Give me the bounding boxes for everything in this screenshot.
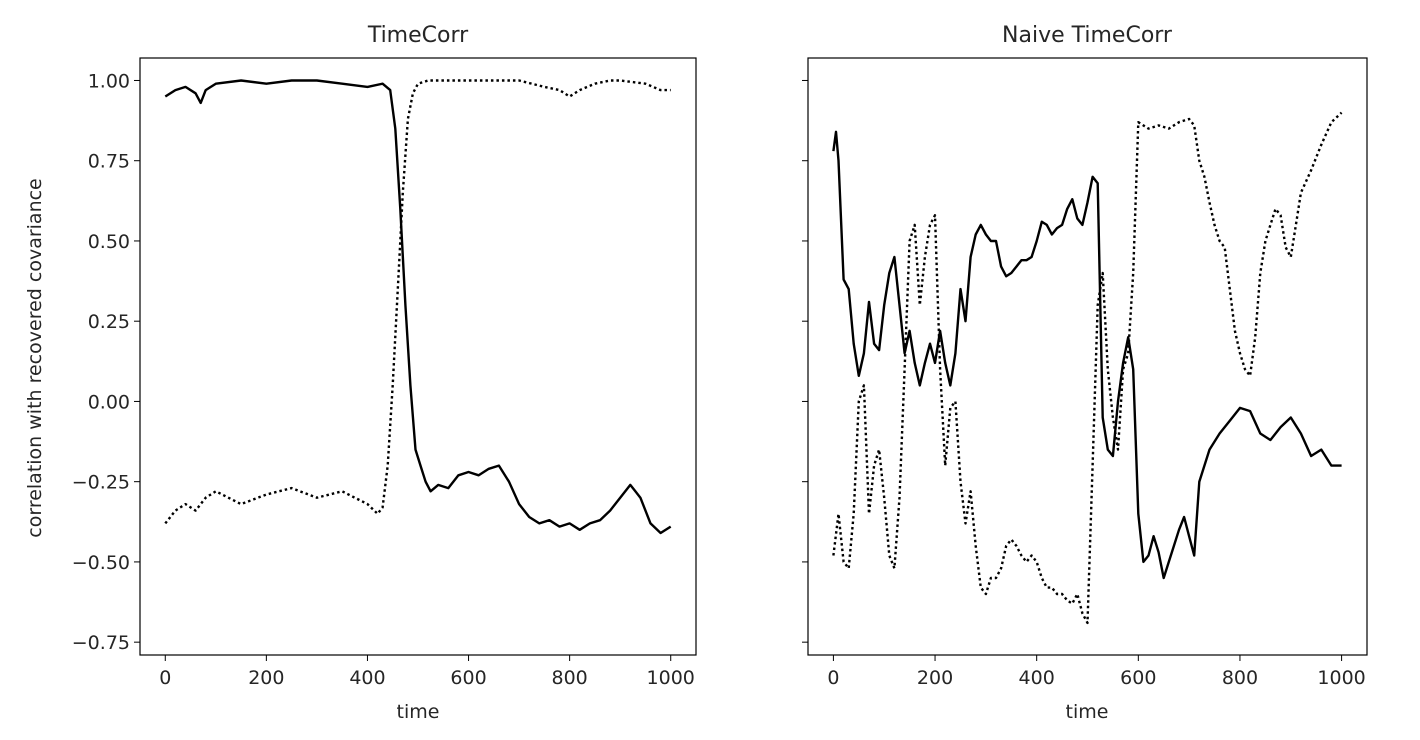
- y-tick-label: −0.50: [72, 552, 130, 574]
- x-tick-label: 400: [349, 667, 385, 689]
- panel-timecorr: TimeCorr time correlation with recovered…: [24, 23, 697, 723]
- y-tick-label: 0.00: [88, 391, 130, 413]
- x-tick-label: 800: [552, 667, 588, 689]
- x-tick-label: 600: [450, 667, 486, 689]
- x-axis-label: time: [397, 701, 440, 723]
- x-tick-label: 1000: [1317, 667, 1365, 689]
- y-tick-label: 0.25: [88, 311, 130, 333]
- axis-ticks: 0 200 400 600 800 1000: [802, 79, 1366, 689]
- chart-title: Naive TimeCorr: [1002, 23, 1173, 48]
- axis-ticks: 0 200 400 600 800 1000 −0.75 −0.50 −0.25 0.00 0.25…: [72, 70, 695, 689]
- x-tick-label: 1000: [647, 667, 695, 689]
- chart-title: TimeCorr: [367, 23, 469, 48]
- x-tick-label: 200: [917, 667, 953, 689]
- series-line-dotted: [164, 79, 671, 525]
- x-tick-label: 0: [159, 667, 171, 689]
- plot-frame: [139, 57, 697, 656]
- y-axis-label: correlation with recovered covariance: [24, 178, 46, 537]
- y-tick-label: −0.25: [72, 472, 130, 494]
- plot-frame: [807, 57, 1368, 656]
- x-tick-label: 400: [1019, 667, 1055, 689]
- x-tick-label: 0: [827, 667, 839, 689]
- y-tick-label: 0.75: [88, 151, 130, 173]
- y-tick-label: −0.75: [72, 632, 130, 654]
- series-line-solid: [832, 130, 1342, 580]
- y-tick-label: 1.00: [88, 70, 130, 92]
- x-tick-label: 600: [1120, 667, 1156, 689]
- plot-series: [164, 79, 672, 535]
- panel-naive-timecorr: Naive TimeCorr time 0 200 400 600 800 1000: [802, 23, 1368, 723]
- plot-series: [832, 111, 1343, 625]
- series-line-dotted: [832, 111, 1343, 625]
- x-tick-label: 800: [1222, 667, 1258, 689]
- series-line-solid: [164, 79, 672, 535]
- y-tick-label: 0.50: [88, 231, 130, 253]
- x-axis-label: time: [1066, 701, 1109, 723]
- x-tick-label: 200: [248, 667, 284, 689]
